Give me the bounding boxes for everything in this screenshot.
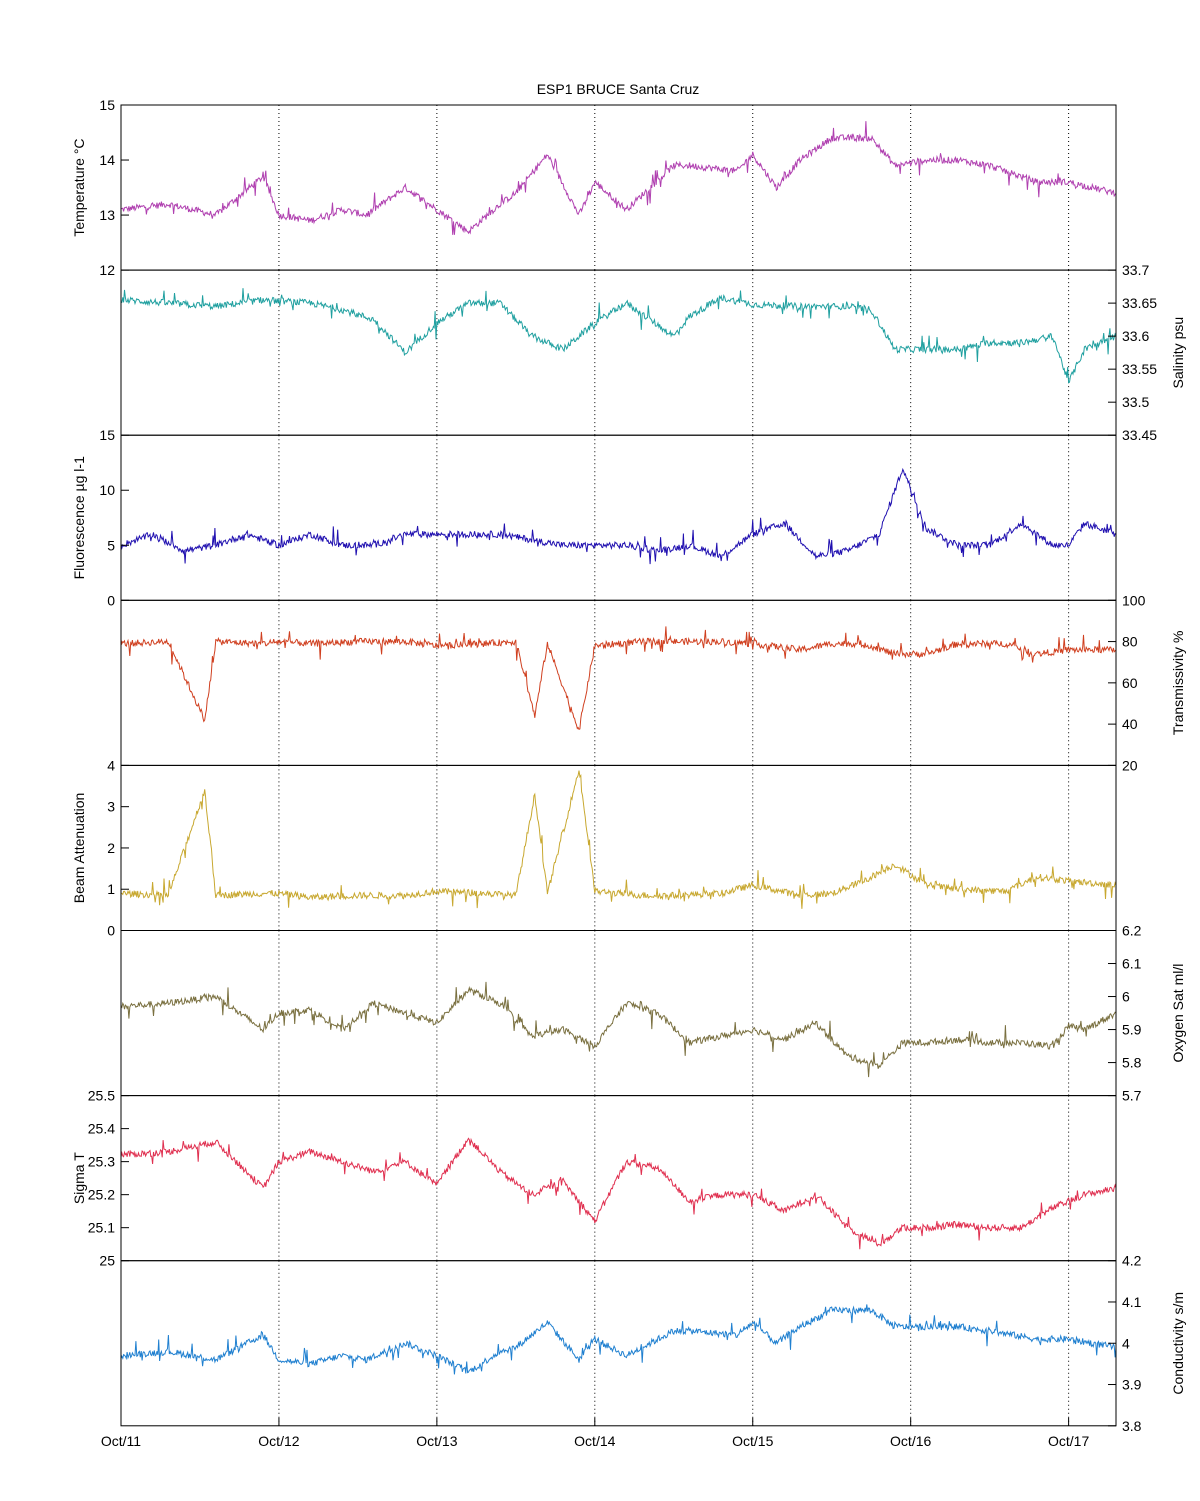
y-tick-label: 6.2 bbox=[1122, 923, 1142, 939]
y-tick-label: 4.1 bbox=[1122, 1294, 1142, 1310]
panel-oxygen_sat: 5.7 5.8 5.9 6 6.1 6.2 Oxygen Sat ml/l bbox=[120, 923, 1186, 1104]
y-tick-label: 25.5 bbox=[88, 1088, 115, 1104]
y-axis-label: Sigma T bbox=[71, 1152, 87, 1204]
series-line-temperature bbox=[120, 121, 1117, 235]
y-tick-label: 2 bbox=[107, 840, 115, 856]
y-tick-label: 4 bbox=[1122, 1335, 1130, 1351]
x-tick-label: Oct/17 bbox=[1048, 1433, 1089, 1449]
y-tick-label: 33.6 bbox=[1122, 328, 1149, 344]
x-tick-label: Oct/15 bbox=[732, 1433, 773, 1449]
panel-salinity: 33.45 33.5 33.55 33.6 33.65 33.7 Salinity psu bbox=[120, 262, 1186, 443]
x-tick-label: Oct/16 bbox=[890, 1433, 931, 1449]
figure-title: ESP1 BRUCE Santa Cruz bbox=[537, 81, 700, 97]
panel-conductivity: 3.8 3.9 4 4.1 4.2 Conductivity s/m bbox=[120, 1253, 1186, 1434]
y-tick-label: 60 bbox=[1122, 675, 1138, 691]
panel-temperature: 12 13 14 15 Temperature °C bbox=[71, 97, 1117, 278]
y-tick-label: 13 bbox=[99, 207, 115, 223]
y-tick-label: 3 bbox=[107, 799, 115, 815]
y-tick-label: 100 bbox=[1122, 592, 1146, 608]
x-tick-label: Oct/12 bbox=[258, 1433, 299, 1449]
y-axis-label: Fluorescence µg l-1 bbox=[71, 456, 87, 579]
series-line-conductivity bbox=[120, 1304, 1117, 1375]
panel-sigma_t: 25 25.1 25.2 25.3 25.4 25.5 Sigma T bbox=[71, 1088, 1117, 1269]
y-tick-label: 25.4 bbox=[88, 1121, 115, 1137]
y-tick-label: 14 bbox=[99, 152, 115, 168]
y-tick-label: 3.8 bbox=[1122, 1418, 1142, 1434]
x-tick-label: Oct/14 bbox=[574, 1433, 615, 1449]
panel-frame bbox=[120, 269, 1117, 436]
y-tick-label: 1 bbox=[107, 881, 115, 897]
panel-transmissivity: 20 40 60 80 100 Transmissivity % bbox=[120, 592, 1186, 773]
y-tick-label: 33.65 bbox=[1122, 295, 1157, 311]
series-line-beam_attenuation bbox=[120, 770, 1117, 909]
y-tick-label: 4.2 bbox=[1122, 1253, 1142, 1269]
y-tick-label: 15 bbox=[99, 97, 115, 113]
y-axis-label: Oxygen Sat ml/l bbox=[1170, 964, 1186, 1063]
x-axis-ticks: Oct/11 Oct/12 Oct/13 Oct/14 Oct/15 Oct/16 Oct/… bbox=[101, 1417, 1089, 1449]
y-tick-label: 33.7 bbox=[1122, 262, 1149, 278]
y-axis-label: Beam Attenuation bbox=[71, 793, 87, 904]
y-tick-label: 12 bbox=[99, 262, 115, 278]
y-tick-label: 20 bbox=[1122, 757, 1138, 773]
panel-frame bbox=[120, 1260, 1117, 1427]
y-tick-label: 25.1 bbox=[88, 1220, 115, 1236]
y-axis-label: Temperature °C bbox=[71, 138, 87, 236]
y-axis-label: Transmissivity % bbox=[1170, 631, 1186, 736]
y-tick-label: 40 bbox=[1122, 716, 1138, 732]
y-tick-label: 33.55 bbox=[1122, 361, 1157, 377]
y-tick-label: 25.3 bbox=[88, 1154, 115, 1170]
series-line-transmissivity bbox=[120, 626, 1117, 730]
panel-frame bbox=[120, 599, 1117, 766]
y-tick-label: 33.45 bbox=[1122, 427, 1157, 443]
y-tick-label: 3.9 bbox=[1122, 1377, 1142, 1393]
y-axis-label: Salinity psu bbox=[1170, 317, 1186, 389]
y-tick-label: 6.1 bbox=[1122, 956, 1142, 972]
panel-frame bbox=[120, 434, 1117, 601]
series-line-fluorescence bbox=[120, 467, 1117, 565]
y-tick-label: 25 bbox=[99, 1253, 115, 1269]
series-line-sigma_t bbox=[120, 1137, 1117, 1250]
y-tick-label: 5 bbox=[107, 537, 115, 553]
y-tick-label: 0 bbox=[107, 923, 115, 939]
x-tick-label: Oct/13 bbox=[416, 1433, 457, 1449]
panel-fluorescence: 0 5 10 15 Fluorescence µg l-1 bbox=[71, 427, 1117, 608]
y-tick-label: 0 bbox=[107, 592, 115, 608]
series-line-salinity bbox=[120, 288, 1117, 384]
y-tick-label: 10 bbox=[99, 482, 115, 498]
y-axis-label: Conductivity s/m bbox=[1170, 1292, 1186, 1395]
series-line-oxygen_sat bbox=[120, 981, 1117, 1078]
y-tick-label: 4 bbox=[107, 757, 115, 773]
y-tick-label: 5.8 bbox=[1122, 1055, 1142, 1071]
y-tick-label: 25.2 bbox=[88, 1187, 115, 1203]
panel-beam_attenuation: 0 1 2 3 4 Beam Attenuation bbox=[71, 757, 1117, 939]
y-tick-label: 80 bbox=[1122, 634, 1138, 650]
y-tick-label: 33.5 bbox=[1122, 394, 1149, 410]
y-tick-label: 5.9 bbox=[1122, 1022, 1142, 1038]
y-tick-label: 5.7 bbox=[1122, 1088, 1142, 1104]
x-tick-label: Oct/11 bbox=[101, 1433, 141, 1449]
y-tick-label: 15 bbox=[99, 427, 115, 443]
y-tick-label: 6 bbox=[1122, 989, 1130, 1005]
panel-frame bbox=[120, 764, 1117, 932]
